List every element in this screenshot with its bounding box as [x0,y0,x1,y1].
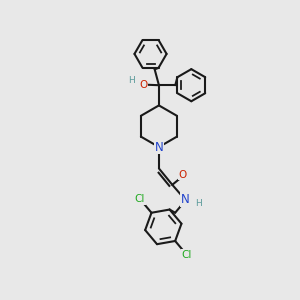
Text: O: O [178,170,187,180]
Text: H: H [195,199,202,208]
Text: O: O [139,80,148,90]
Text: H: H [128,76,135,85]
Text: N: N [154,140,163,154]
Text: N: N [181,193,189,206]
Text: Cl: Cl [135,194,145,204]
Text: Cl: Cl [182,250,192,260]
